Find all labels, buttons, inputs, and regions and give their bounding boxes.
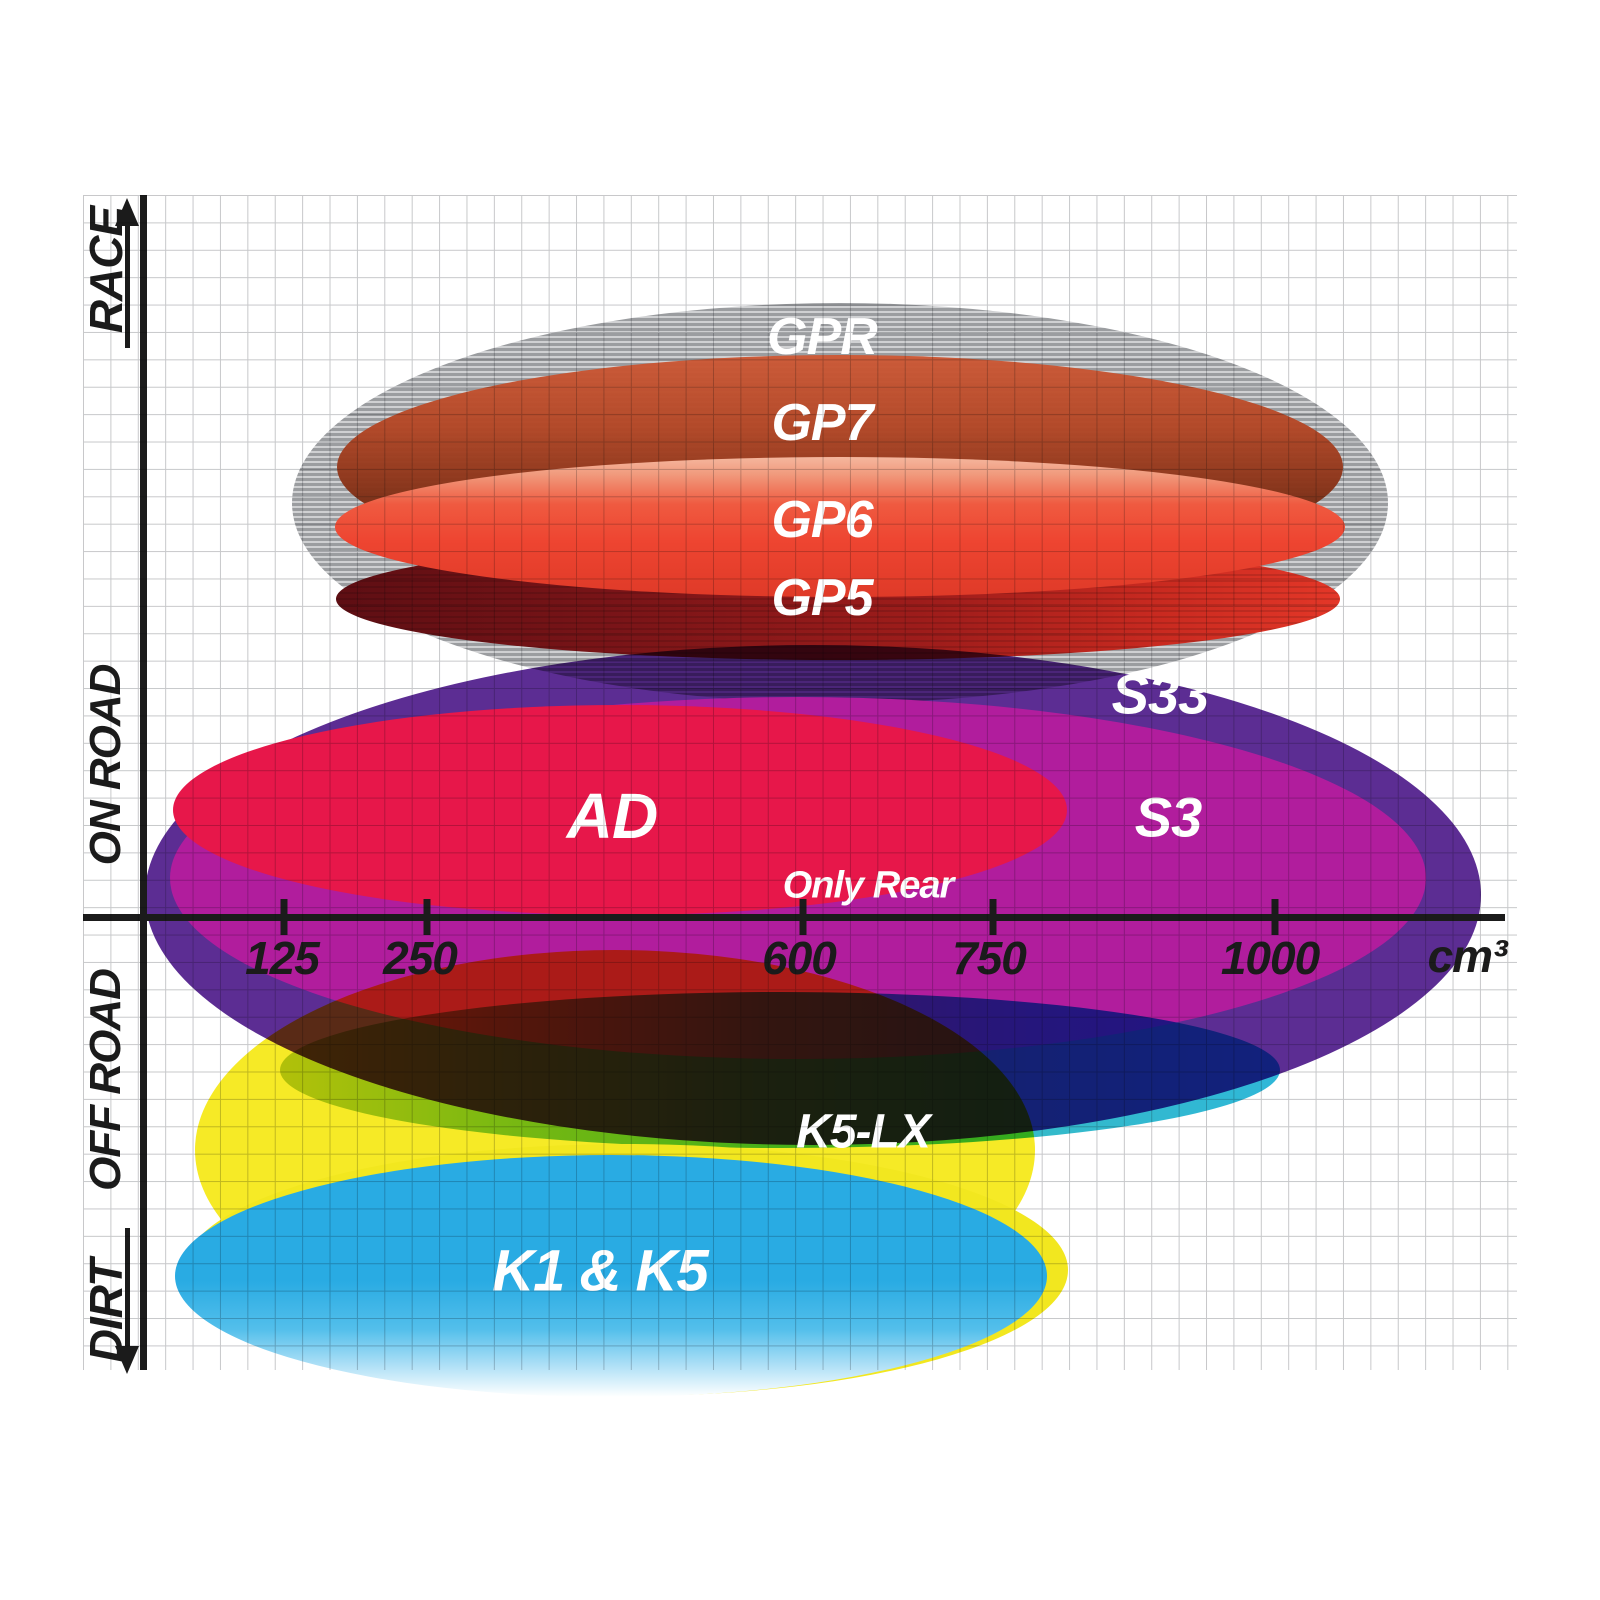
ellipse-k5lx — [280, 992, 1280, 1148]
y-label-race: RACE — [80, 206, 132, 334]
label-gp5: GP5 — [771, 569, 873, 627]
label-k1k5: K1 & K5 — [492, 1238, 708, 1304]
label-s33: S33 — [1111, 662, 1210, 726]
x-tick-250 — [423, 899, 431, 935]
x-tick-750 — [989, 899, 997, 935]
label-only-rear: Only Rear — [782, 864, 955, 907]
x-tick-label-250: 250 — [383, 932, 458, 984]
y-label-on-road: ON ROAD — [81, 664, 130, 866]
y-axis-line — [140, 195, 147, 1370]
x-axis-unit-label: cm³ — [1427, 930, 1508, 982]
x-axis-line — [83, 914, 1505, 921]
x-tick-label-750: 750 — [952, 932, 1027, 984]
y-label-dirt: DIRT — [80, 1259, 132, 1363]
x-tick-1000 — [1271, 899, 1279, 935]
y-label-off-road: OFF ROAD — [81, 969, 130, 1191]
x-tick-label-1000: 1000 — [1220, 932, 1320, 984]
label-gpr: GPR — [767, 308, 878, 366]
x-tick-label-600: 600 — [762, 932, 837, 984]
label-gp6: GP6 — [771, 491, 873, 549]
x-tick-label-125: 125 — [245, 932, 320, 984]
label-gp7: GP7 — [771, 394, 873, 452]
label-s3: S3 — [1134, 785, 1202, 849]
x-tick-125 — [280, 899, 288, 935]
label-k5lx: K5-LX — [796, 1105, 931, 1159]
x-tick-600 — [799, 899, 807, 935]
label-ad: AD — [566, 780, 658, 852]
